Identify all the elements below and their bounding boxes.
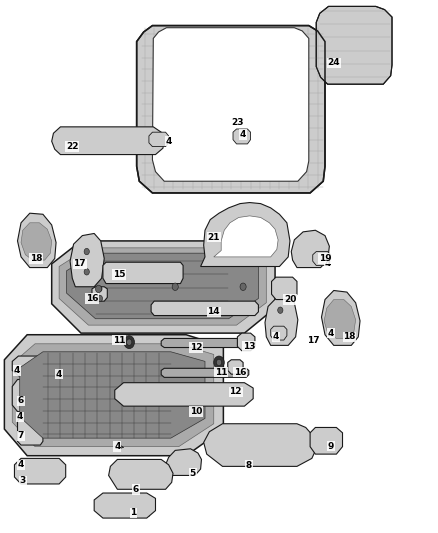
Polygon shape [214, 216, 278, 257]
Polygon shape [152, 28, 309, 181]
Polygon shape [201, 203, 290, 266]
Circle shape [278, 327, 283, 334]
Text: 12: 12 [190, 343, 202, 352]
Polygon shape [12, 356, 87, 376]
Polygon shape [313, 252, 331, 265]
Circle shape [240, 283, 246, 290]
Text: 4: 4 [17, 413, 23, 421]
Text: 8: 8 [246, 461, 252, 470]
Text: 17: 17 [307, 336, 319, 344]
Polygon shape [310, 427, 343, 454]
Polygon shape [324, 300, 356, 338]
Text: 3: 3 [20, 477, 26, 485]
Circle shape [124, 336, 134, 349]
Text: 4: 4 [166, 137, 172, 146]
Polygon shape [137, 26, 325, 193]
Text: 20: 20 [284, 295, 296, 304]
Text: 4: 4 [328, 329, 334, 337]
Polygon shape [52, 241, 275, 333]
Circle shape [95, 285, 102, 293]
Polygon shape [12, 344, 214, 447]
Text: 16: 16 [86, 294, 98, 303]
Polygon shape [18, 213, 56, 268]
Text: 4: 4 [18, 461, 24, 469]
Polygon shape [20, 352, 205, 438]
Polygon shape [94, 493, 155, 518]
Text: 9: 9 [328, 442, 334, 450]
Circle shape [278, 307, 283, 313]
Text: 19: 19 [319, 254, 331, 263]
Circle shape [127, 339, 132, 345]
Text: 11: 11 [113, 336, 125, 344]
Polygon shape [321, 290, 360, 345]
Polygon shape [316, 6, 392, 84]
Polygon shape [151, 301, 258, 316]
Polygon shape [115, 383, 253, 406]
Text: 24: 24 [328, 59, 340, 67]
Text: 16: 16 [234, 368, 246, 376]
Text: 4: 4 [14, 366, 20, 375]
Polygon shape [52, 127, 164, 155]
Polygon shape [59, 248, 266, 325]
Polygon shape [161, 338, 249, 348]
Text: 4: 4 [273, 333, 279, 341]
Text: 14: 14 [208, 308, 220, 316]
Text: 6: 6 [133, 485, 139, 494]
Text: 12: 12 [230, 387, 242, 396]
Circle shape [214, 356, 224, 369]
Polygon shape [204, 424, 316, 466]
Text: 11: 11 [215, 368, 227, 376]
Polygon shape [149, 132, 169, 147]
Polygon shape [12, 379, 47, 411]
Text: 6: 6 [18, 397, 24, 405]
Text: 7: 7 [18, 432, 24, 440]
Polygon shape [4, 335, 223, 456]
Text: 23: 23 [231, 118, 244, 127]
Text: 1: 1 [131, 508, 137, 517]
Polygon shape [92, 287, 107, 301]
Polygon shape [166, 449, 201, 475]
Polygon shape [272, 277, 297, 300]
Text: 18: 18 [343, 333, 356, 341]
Text: 21: 21 [208, 233, 220, 241]
Polygon shape [14, 458, 66, 484]
Polygon shape [67, 253, 258, 319]
Polygon shape [18, 417, 43, 445]
Text: 4: 4 [240, 130, 246, 139]
Circle shape [98, 286, 102, 292]
Circle shape [84, 248, 89, 255]
Polygon shape [233, 129, 251, 144]
Text: 18: 18 [30, 254, 42, 263]
Circle shape [84, 269, 89, 275]
Text: 22: 22 [66, 142, 78, 151]
Text: 4: 4 [114, 442, 120, 451]
Text: 15: 15 [113, 270, 125, 279]
Text: 10: 10 [190, 407, 202, 416]
Polygon shape [109, 459, 173, 489]
Polygon shape [103, 262, 183, 284]
Text: 4: 4 [56, 370, 62, 378]
Polygon shape [161, 368, 249, 377]
Polygon shape [237, 333, 255, 351]
Polygon shape [265, 296, 298, 345]
Polygon shape [21, 223, 52, 260]
Polygon shape [228, 360, 243, 374]
Text: 4: 4 [325, 260, 331, 268]
Polygon shape [291, 230, 329, 268]
Circle shape [216, 359, 222, 366]
Polygon shape [271, 326, 287, 340]
Circle shape [97, 295, 102, 302]
Circle shape [172, 283, 178, 290]
Text: 13: 13 [243, 342, 255, 351]
Polygon shape [70, 233, 104, 287]
Text: 17: 17 [74, 260, 86, 268]
Text: 5: 5 [190, 469, 196, 478]
